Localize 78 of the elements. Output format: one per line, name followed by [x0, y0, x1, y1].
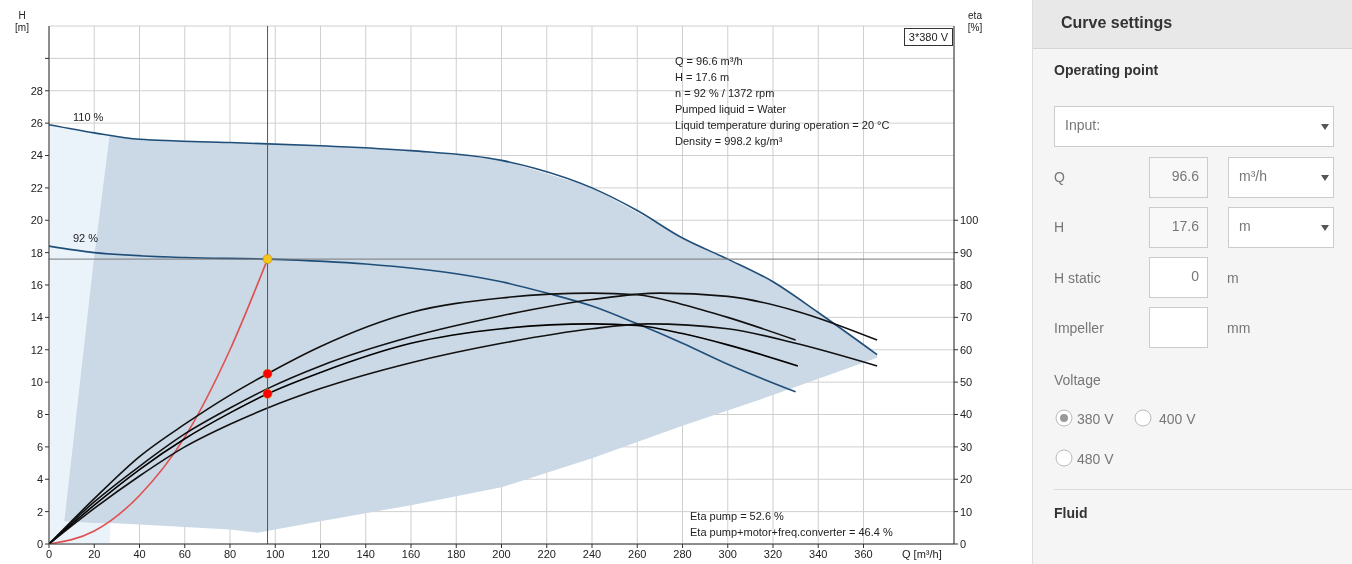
- text: H: [1054, 219, 1065, 235]
- text: H static: [1054, 270, 1101, 286]
- y2-tick-label: 100: [960, 214, 979, 227]
- x-tick-label: 80: [223, 547, 237, 560]
- text: m: [1227, 270, 1239, 286]
- y2-tick-label: 20: [960, 473, 973, 486]
- annotation: Eta pump+motor+freq.converter = 46.4 %: [690, 525, 893, 540]
- x-tick-label: 280: [673, 547, 692, 560]
- y-tick-label: 22: [30, 181, 43, 194]
- y2-tick-label: 0: [960, 537, 967, 550]
- annotation: H = 17.6 m: [675, 70, 731, 85]
- x-tick-label: 160: [401, 547, 421, 560]
- annotation: Pumped liquid = Water: [675, 102, 788, 117]
- x-tick-label: 180: [447, 547, 466, 560]
- x-tick-label: 340: [809, 547, 828, 560]
- y2-tick-label: 10: [960, 505, 973, 518]
- text-field: 17.6: [1149, 207, 1208, 248]
- y2-tick-label: 90: [960, 246, 973, 259]
- x-tick-label: 40: [133, 547, 146, 560]
- text: 480 V: [1077, 451, 1114, 467]
- y-tick-label: 14: [30, 311, 43, 324]
- y-tick-label: 16: [30, 278, 43, 291]
- y2-tick-label: 30: [960, 440, 973, 453]
- text: mm: [1227, 320, 1251, 336]
- x-tick-label: 200: [492, 547, 511, 560]
- y-tick-label: 26: [30, 117, 43, 130]
- y-tick-label: 24: [30, 149, 43, 162]
- dropdown: m³/h: [1228, 157, 1334, 198]
- text: 380 V: [1077, 411, 1114, 427]
- y-tick-label: 8: [36, 408, 43, 421]
- y2-tick-label: 40: [960, 408, 973, 421]
- annotation: Eta pump = 52.6 %: [690, 509, 785, 524]
- y2-tick-label: 70: [960, 311, 973, 324]
- x-tick-label: 320: [763, 547, 783, 560]
- text-field: 96.6: [1149, 157, 1208, 198]
- y-tick-label: 10: [30, 376, 43, 389]
- y-tick-label: 12: [30, 343, 43, 356]
- dropdown: m: [1228, 207, 1334, 248]
- y-tick-label: 6: [36, 440, 43, 453]
- y-tick-label: 18: [30, 246, 43, 259]
- text-field: 0: [1149, 257, 1208, 298]
- y2-tick-label: 80: [960, 278, 973, 291]
- y-axis-title: H [m]: [14, 10, 30, 34]
- x-tick-label: 220: [537, 547, 556, 560]
- x-tick-label: 360: [854, 547, 873, 560]
- x-tick-label: 60: [178, 547, 191, 560]
- y2-tick-label: 50: [960, 376, 973, 389]
- series-label: 92 %: [73, 232, 99, 245]
- annotation: 3*380 V: [903, 28, 953, 46]
- x-tick-label: 260: [628, 547, 647, 560]
- annotation: Liquid temperature during operation = 20 °C: [675, 118, 890, 133]
- text: Impeller: [1054, 320, 1104, 336]
- y-tick-label: 20: [30, 214, 43, 227]
- y-tick-label: 2: [36, 505, 43, 518]
- x-tick-label: 120: [311, 547, 330, 560]
- dropdown: Input:: [1054, 106, 1334, 147]
- text: Q: [1054, 169, 1065, 185]
- text: Curve settings: [1061, 14, 1173, 32]
- annotation: n = 92 % / 1372 rpm: [675, 86, 776, 101]
- y-tick-label: 0: [36, 537, 43, 550]
- y-tick-label: 4: [36, 473, 43, 486]
- series-label: 110 %: [73, 110, 104, 123]
- x-tick-label: 300: [718, 547, 737, 560]
- annotation: Q = 96.6 m³/h: [675, 54, 744, 69]
- x-tick-label: 0: [45, 547, 53, 560]
- x-tick-label: 140: [356, 547, 375, 560]
- annotation: Density = 998.2 kg/m³: [675, 134, 784, 149]
- y-tick-label: 28: [30, 84, 43, 97]
- y2-tick-label: 60: [960, 343, 973, 356]
- text: Voltage: [1054, 372, 1101, 388]
- y2-axis-title: eta [%]: [966, 10, 984, 34]
- x-tick-label: 100: [266, 547, 285, 560]
- text: Operating point: [1054, 62, 1159, 78]
- x-axis-title: Q [m³/h]: [902, 547, 943, 561]
- x-tick-label: 240: [582, 547, 602, 560]
- text: Fluid: [1054, 505, 1088, 521]
- x-tick-label: 20: [88, 547, 101, 560]
- text: 400 V: [1159, 411, 1196, 427]
